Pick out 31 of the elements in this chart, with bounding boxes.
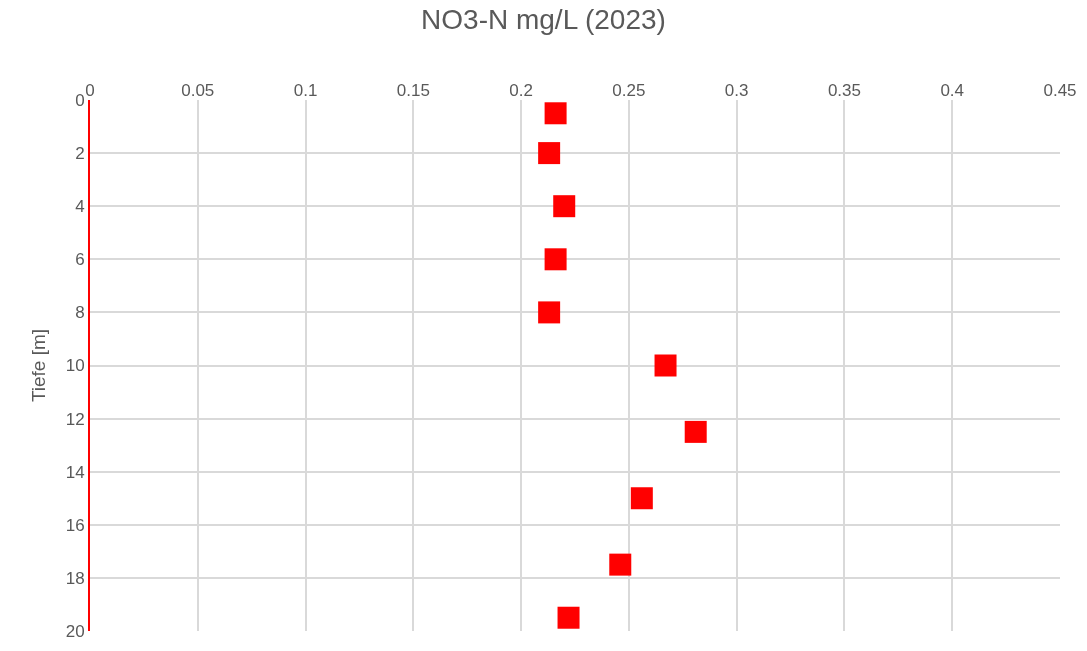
y-tick-label: 6 — [75, 250, 85, 270]
x-tick-label: 0.25 — [612, 80, 646, 100]
point — [609, 553, 632, 576]
y-tick-label: 16 — [65, 515, 85, 535]
y-tick-label: 20 — [65, 621, 85, 641]
point — [538, 301, 561, 324]
y-tick-label: 12 — [65, 409, 85, 429]
y-axis-title: Tiefe [m] — [28, 328, 50, 403]
x-tick-label: 0.15 — [396, 80, 430, 100]
y-tick-label: 14 — [65, 462, 85, 482]
y-tick-label: 8 — [75, 303, 85, 323]
chart-title: NO3-N mg/L (2023) — [421, 4, 666, 36]
x-tick-label: 0.4 — [940, 80, 965, 100]
point — [654, 354, 677, 377]
y-tick-label: 2 — [75, 144, 85, 164]
point — [544, 248, 567, 271]
point — [557, 606, 580, 629]
x-tick-label: 0.05 — [181, 80, 215, 100]
point — [544, 102, 567, 125]
y-tick-label: 18 — [65, 568, 85, 588]
point — [553, 195, 576, 218]
point — [684, 420, 707, 443]
y-tick-label: 4 — [75, 197, 85, 217]
x-tick-label: 0.1 — [293, 80, 318, 100]
x-tick-label: 0.2 — [509, 80, 533, 100]
x-tick-label: 0.3 — [724, 80, 749, 100]
x-tick-label: 0.35 — [827, 80, 861, 100]
x-tick-label: 0.45 — [1043, 80, 1077, 100]
point — [538, 142, 561, 165]
y-tick-label: 10 — [65, 356, 85, 376]
point — [630, 487, 653, 510]
